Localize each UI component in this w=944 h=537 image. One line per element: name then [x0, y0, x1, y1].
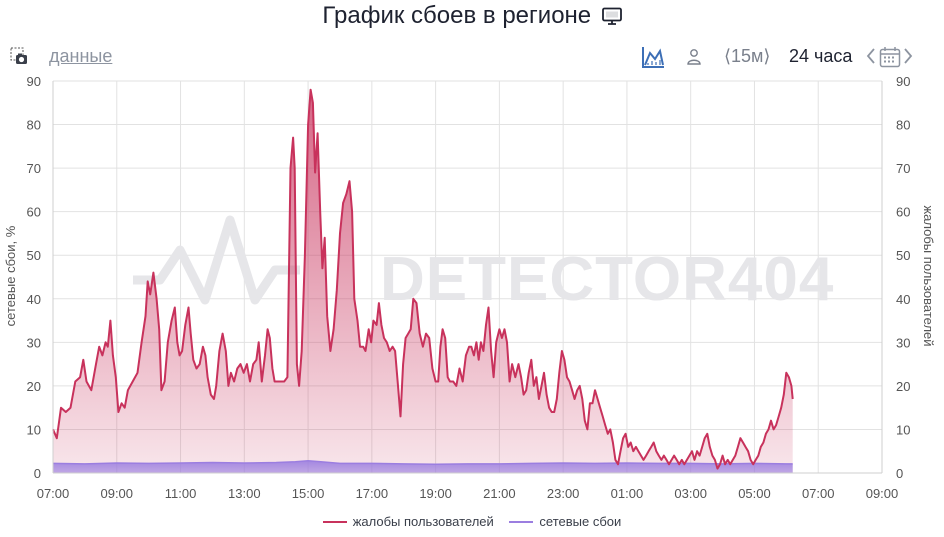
x-tick: 05:00 — [738, 486, 771, 501]
period-selector[interactable]: 24 часа — [789, 46, 853, 66]
legend-swatch-complaints — [322, 520, 347, 523]
y-tick-right: 50 — [896, 248, 910, 263]
y-tick-right: 10 — [896, 422, 910, 437]
y-tick-left: 10 — [27, 422, 41, 437]
chevron-right-icon[interactable] — [903, 47, 913, 70]
y-tick-left: 90 — [27, 74, 41, 89]
legend-label: жалобы пользователей — [352, 514, 494, 529]
x-tick: 09:00 — [100, 486, 133, 501]
watermark-text: DETECTOR404 — [380, 245, 834, 314]
y-tick-right: 80 — [896, 118, 910, 133]
interval-selector[interactable]: ⟨15м⟩ — [724, 46, 771, 66]
series-line-complaints — [52, 88, 794, 470]
outage-chart: DETECTOR404 0 10 20 30 40 50 60 70 80 90 0 10 20 30 40… — [3, 74, 936, 501]
page-title: График сбоев в регионе — [322, 2, 592, 29]
y-tick-right: 30 — [896, 335, 910, 350]
legend-item-failures[interactable]: сетевые сбои — [509, 514, 621, 529]
x-tick: 09:00 — [866, 486, 899, 501]
chevron-left-icon[interactable] — [866, 47, 876, 70]
y-tick-left: 70 — [27, 161, 41, 176]
title-bar: График сбоев в регионе — [0, 0, 944, 34]
y-axis-label-right: жалобы пользователей — [921, 205, 936, 346]
x-tick: 03:00 — [674, 486, 707, 501]
y-tick-left: 30 — [27, 335, 41, 350]
watermark: DETECTOR404 — [133, 215, 834, 314]
y-tick-left: 60 — [27, 205, 41, 220]
calendar-icon[interactable] — [879, 46, 901, 73]
x-tick: 15:00 — [292, 486, 325, 501]
y-tick-right: 40 — [896, 292, 910, 307]
legend-item-complaints[interactable]: жалобы пользователей — [322, 514, 494, 529]
x-tick: 17:00 — [356, 486, 389, 501]
area-chart-icon[interactable] — [640, 45, 666, 74]
chart-toolbar: данные ⟨15м⟩ 24 часа — [0, 42, 944, 72]
legend-label: сетевые сбои — [539, 514, 622, 529]
x-tick: 21:00 — [483, 486, 516, 501]
user-icon[interactable] — [686, 48, 702, 71]
x-tick: 07:00 — [802, 486, 835, 501]
y-tick-left: 0 — [34, 466, 41, 481]
x-tick: 23:00 — [547, 486, 580, 501]
y-tick-right: 0 — [896, 466, 903, 481]
data-link[interactable]: данные — [49, 46, 113, 66]
x-tick: 01:00 — [611, 486, 644, 501]
legend-swatch-failures — [509, 520, 534, 523]
y-tick-right: 60 — [896, 205, 910, 220]
monitor-icon — [601, 7, 622, 30]
y-tick-right: 70 — [896, 161, 910, 176]
chart-legend: жалобы пользователей сетевые сбои — [0, 514, 944, 529]
y-tick-left: 80 — [27, 118, 41, 133]
y-tick-left: 20 — [27, 379, 41, 394]
y-tick-right: 90 — [896, 74, 910, 89]
x-tick: 13:00 — [228, 486, 261, 501]
x-tick: 11:00 — [165, 486, 197, 501]
x-tick: 19:00 — [419, 486, 452, 501]
camera-icon[interactable] — [10, 47, 28, 70]
y-tick-left: 40 — [27, 292, 41, 307]
y-axis-label-left: сетевые сбои, % — [3, 225, 18, 326]
y-tick-left: 50 — [27, 248, 41, 263]
y-tick-right: 20 — [896, 379, 910, 394]
series-area-complaints — [53, 89, 793, 473]
x-tick: 07:00 — [37, 486, 70, 501]
